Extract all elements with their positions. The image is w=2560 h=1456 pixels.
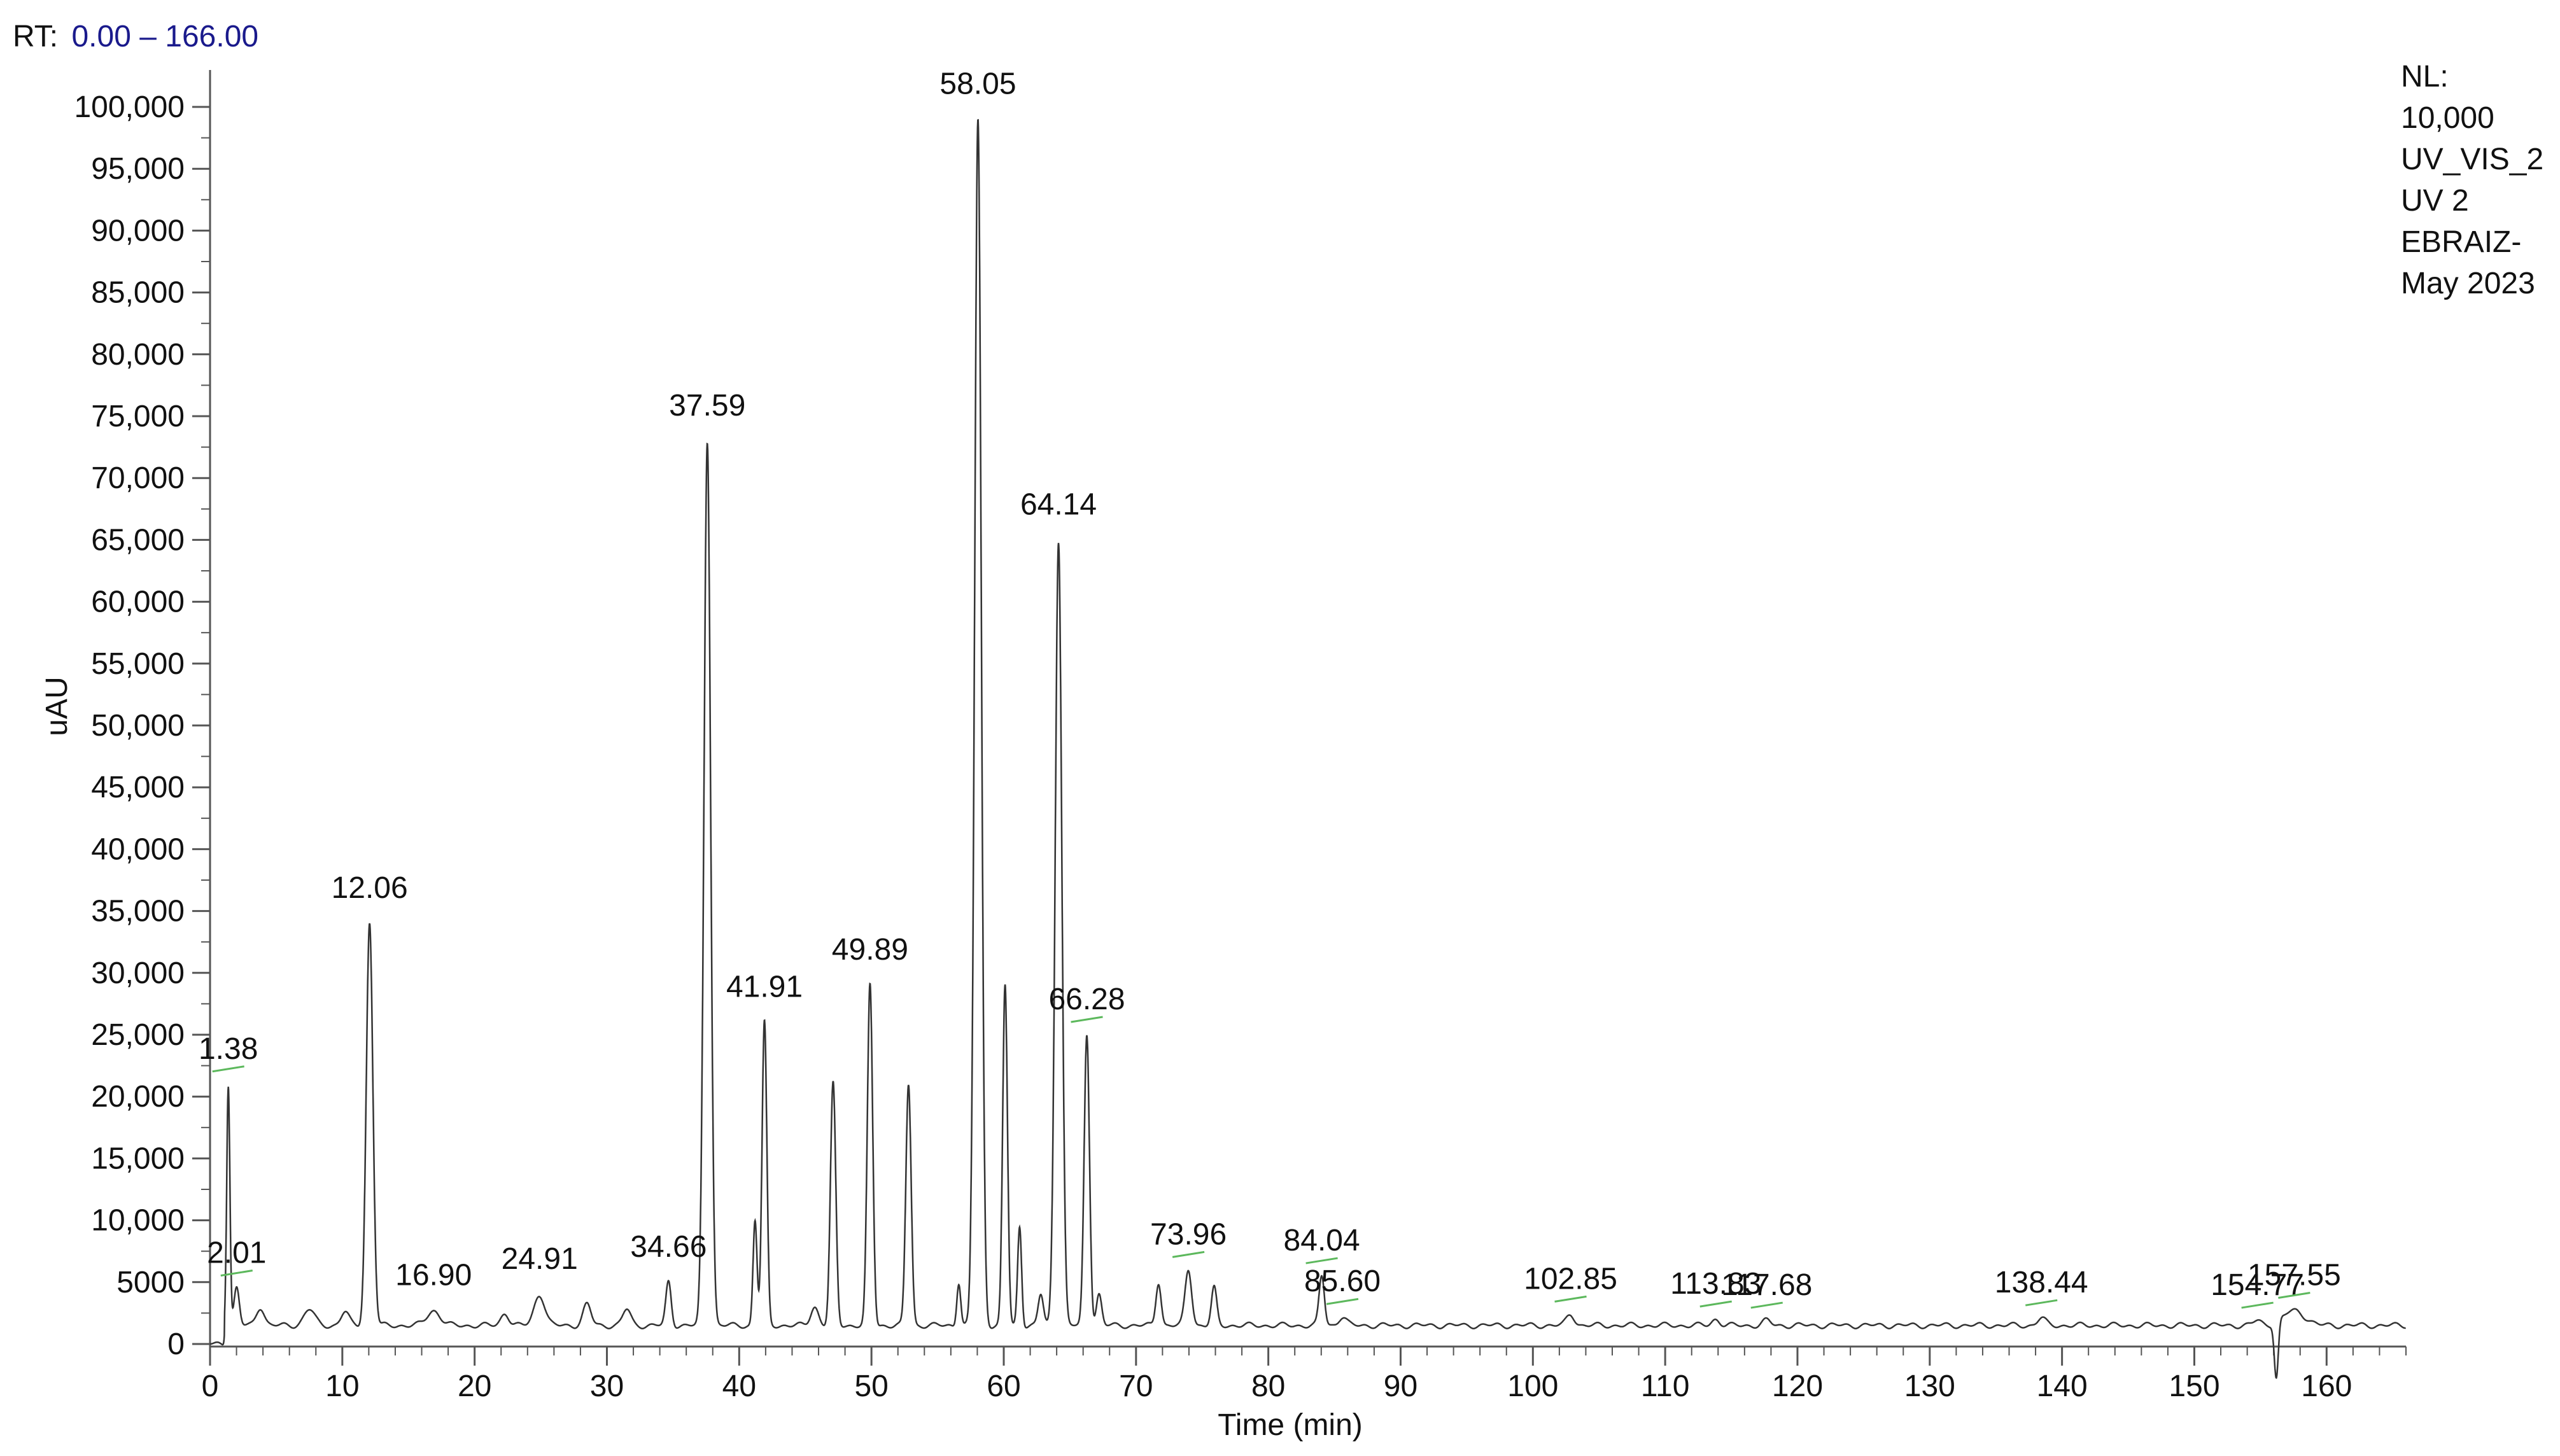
peak-marker bbox=[1071, 1016, 1103, 1023]
peak-label: 2.01 bbox=[207, 1236, 266, 1270]
info-box: NL: 10,000 UV_VIS_2 UV 2 EBRAIZ- May 202… bbox=[2401, 56, 2543, 304]
peak-marker bbox=[2241, 1301, 2274, 1309]
x-tick-label: 20 bbox=[458, 1369, 491, 1403]
peak-label: 12.06 bbox=[332, 871, 408, 905]
peak-label: 113.83 bbox=[1670, 1267, 1761, 1301]
y-tick-label: 25,000 bbox=[91, 1018, 185, 1052]
peak-label: 66.28 bbox=[1048, 983, 1125, 1016]
peak-label: 84.04 bbox=[1284, 1224, 1360, 1257]
axes-group: 0 5000 10,000 15,000 20,000 25,000 30,000 35,00… bbox=[74, 70, 2407, 1403]
y-tick-label: 100,000 bbox=[74, 90, 185, 124]
peak-label: 41.91 bbox=[726, 970, 803, 1004]
y-tick-label: 40,000 bbox=[91, 832, 185, 866]
rt-header: RT: 0.00 – 166.00 bbox=[13, 19, 258, 54]
x-tick-label: 40 bbox=[722, 1369, 756, 1403]
peak-label: 34.66 bbox=[630, 1230, 707, 1264]
peak-marker bbox=[2025, 1299, 2058, 1306]
peak-label: 37.59 bbox=[669, 389, 745, 423]
info-line: EBRAIZ- bbox=[2401, 225, 2522, 259]
info-line: NL: bbox=[2401, 60, 2449, 94]
peak-label: 24.91 bbox=[502, 1242, 578, 1276]
x-tick-label: 150 bbox=[2169, 1369, 2219, 1403]
x-tick-label: 160 bbox=[2301, 1369, 2352, 1403]
x-tick-label: 0 bbox=[202, 1369, 219, 1403]
info-line: 10,000 bbox=[2401, 101, 2494, 135]
trace-group bbox=[210, 119, 2406, 1379]
chromatogram-trace bbox=[210, 119, 2406, 1379]
peak-label: 58.05 bbox=[939, 67, 1016, 101]
y-tick-label: 45,000 bbox=[91, 771, 185, 804]
peak-marker bbox=[1172, 1250, 1205, 1258]
x-tick-label: 130 bbox=[1904, 1369, 1955, 1403]
peak-labels-group: 1.38 2.01 12.06 16.90 24.91 34.66 37.59 41.91 49… bbox=[199, 67, 2341, 1309]
x-tick-label: 90 bbox=[1384, 1369, 1417, 1403]
y-tick-label: 90,000 bbox=[91, 214, 185, 248]
peak-label: 1.38 bbox=[199, 1032, 258, 1066]
peak-marker bbox=[1750, 1301, 1783, 1309]
x-tick-label: 120 bbox=[1772, 1369, 1823, 1403]
y-tick-label: 20,000 bbox=[91, 1080, 185, 1114]
y-tick-label: 60,000 bbox=[91, 585, 185, 619]
y-tick-label: 75,000 bbox=[91, 400, 185, 433]
peak-marker bbox=[1326, 1298, 1359, 1305]
peak-label: 64.14 bbox=[1020, 487, 1097, 521]
peak-marker bbox=[220, 1270, 253, 1277]
rt-range: 0.00 – 166.00 bbox=[71, 20, 259, 53]
y-tick-label: 5000 bbox=[116, 1266, 185, 1299]
x-tick-label: 60 bbox=[987, 1369, 1020, 1403]
peak-label: 16.90 bbox=[395, 1259, 472, 1292]
x-tick-label: 80 bbox=[1251, 1369, 1285, 1403]
info-line: UV 2 bbox=[2401, 184, 2469, 218]
x-tick-label: 110 bbox=[1641, 1369, 1690, 1403]
info-line: UV_VIS_2 bbox=[2401, 143, 2544, 176]
peak-label: 73.96 bbox=[1150, 1217, 1227, 1251]
y-tick-label: 95,000 bbox=[91, 152, 185, 186]
peak-label: 49.89 bbox=[832, 933, 908, 967]
y-tick-label: 15,000 bbox=[91, 1142, 185, 1175]
y-tick-label: 50,000 bbox=[91, 709, 185, 743]
peak-marker bbox=[212, 1065, 244, 1073]
x-tick-label: 70 bbox=[1119, 1369, 1153, 1403]
y-tick-label: 0 bbox=[167, 1327, 185, 1361]
peak-label: 102.85 bbox=[1524, 1262, 1617, 1296]
peak-marker bbox=[1699, 1300, 1732, 1308]
peak-label: 85.60 bbox=[1304, 1264, 1381, 1298]
y-axis-title: uAU bbox=[40, 676, 74, 736]
info-line: May 2023 bbox=[2401, 267, 2535, 300]
y-tick-label: 70,000 bbox=[91, 461, 185, 495]
y-tick-label: 80,000 bbox=[91, 338, 185, 372]
x-tick-label: 10 bbox=[325, 1369, 359, 1403]
peak-label: 117.68 bbox=[1721, 1268, 1812, 1302]
peak-marker bbox=[1554, 1295, 1587, 1303]
y-tick-label: 55,000 bbox=[91, 647, 185, 681]
peak-marker bbox=[2278, 1292, 2310, 1299]
y-tick-label: 30,000 bbox=[91, 956, 185, 990]
rt-label: RT: bbox=[13, 20, 59, 53]
y-tick-label: 10,000 bbox=[91, 1204, 185, 1238]
x-tick-label: 100 bbox=[1507, 1369, 1558, 1403]
y-tick-label: 85,000 bbox=[91, 276, 185, 310]
peak-label: 157.55 bbox=[2247, 1259, 2341, 1292]
y-tick-label: 35,000 bbox=[91, 895, 185, 928]
peak-label: 138.44 bbox=[1995, 1266, 2088, 1299]
y-tick-label: 65,000 bbox=[91, 523, 185, 557]
peak-marker bbox=[1305, 1257, 1338, 1264]
x-axis-title: Time (min) bbox=[1218, 1408, 1363, 1442]
x-tick-label: 140 bbox=[2037, 1369, 2088, 1403]
x-tick-label: 30 bbox=[590, 1369, 624, 1403]
x-tick-label: 50 bbox=[854, 1369, 888, 1403]
